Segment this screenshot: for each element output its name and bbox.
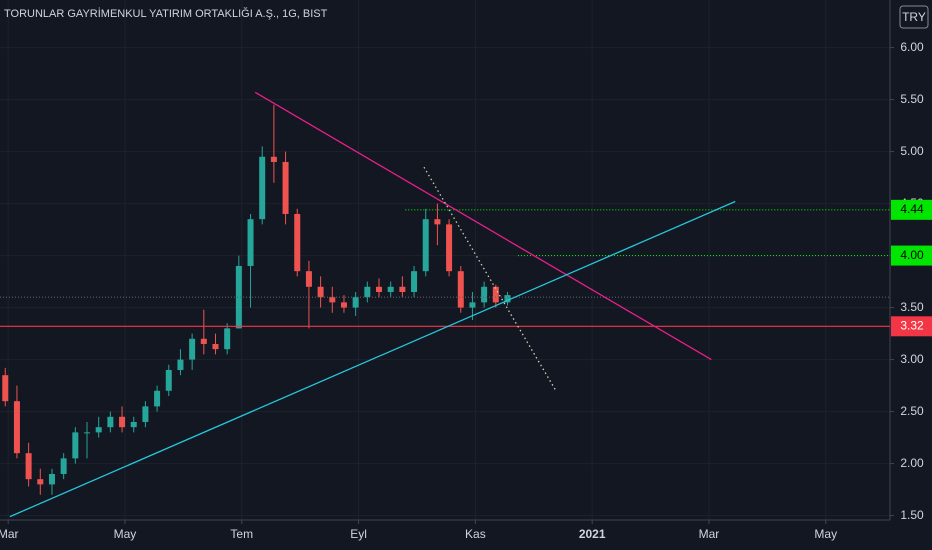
- x-tick-label: Mar: [699, 527, 720, 541]
- trend-line: [423, 166, 557, 392]
- candle-body: [142, 406, 149, 422]
- candle-body: [154, 390, 161, 407]
- candle-body: [48, 473, 55, 485]
- y-tick-label: 1.50: [900, 508, 924, 522]
- candle-body: [492, 286, 499, 303]
- y-tick-label: 3.50: [900, 300, 924, 314]
- candle-body: [340, 302, 347, 308]
- candle-body: [25, 453, 32, 480]
- y-tick-label: 3.00: [900, 352, 924, 366]
- candle-body: [13, 401, 20, 454]
- candle-body: [457, 271, 464, 308]
- candle-body: [317, 286, 324, 298]
- currency-label[interactable]: TRY: [902, 10, 926, 24]
- candle-body: [282, 161, 289, 214]
- candle-body: [446, 224, 453, 272]
- candle-body: [165, 369, 172, 391]
- candle-body: [247, 219, 254, 266]
- x-tick-label: Kas: [465, 527, 486, 541]
- candle-body: [504, 295, 511, 303]
- x-tick-label: May: [114, 527, 137, 541]
- price-level-badge: [891, 199, 932, 220]
- chart-title: TORUNLAR GAYRİMENKUL YATIRIM ORTAKLIĞI A…: [4, 7, 328, 20]
- candle-body: [305, 271, 312, 287]
- x-tick-label: 2021: [579, 527, 606, 541]
- candle-body: [329, 297, 336, 303]
- x-tick-label: Eyl: [350, 527, 367, 541]
- x-tick-label: Tem: [230, 527, 253, 541]
- y-tick-label: 5.00: [900, 144, 924, 158]
- candle-body: [130, 421, 137, 428]
- candle-body: [37, 479, 44, 485]
- candle-body: [469, 302, 476, 308]
- candle-body: [434, 219, 441, 225]
- candle-body: [235, 265, 242, 329]
- candle-body: [189, 338, 196, 360]
- candle-body: [422, 219, 429, 272]
- price-level-badge: [891, 245, 932, 266]
- trend-line: [9, 200, 736, 518]
- candle-body: [364, 286, 371, 298]
- candle-body: [399, 286, 406, 292]
- currency-button[interactable]: [899, 5, 929, 29]
- candle-body: [119, 416, 126, 428]
- trend-line: [254, 91, 712, 361]
- candle-body: [411, 271, 418, 292]
- candle-body: [84, 432, 91, 434]
- y-tick-label: 6.00: [900, 40, 924, 54]
- y-tick-label: 5.50: [900, 92, 924, 106]
- y-tick-label: 2.50: [900, 404, 924, 418]
- candle-body: [95, 427, 102, 433]
- candle-body: [270, 156, 277, 162]
- candle-body: [352, 297, 359, 308]
- candle-body: [2, 375, 9, 402]
- price-level-label: 3.32: [900, 318, 924, 332]
- candle-body: [224, 328, 231, 350]
- candle-body: [107, 416, 114, 428]
- price-level-badge: [891, 316, 932, 337]
- candle-body: [72, 432, 79, 459]
- price-level-label: 4.44: [900, 202, 924, 216]
- x-tick-label: Mar: [0, 527, 19, 541]
- candle-body: [376, 286, 383, 292]
- price-level-label: 4.00: [900, 248, 924, 262]
- candle-body: [60, 458, 67, 474]
- candle-body: [294, 213, 301, 272]
- y-tick-label: 2.00: [900, 456, 924, 470]
- candle-body: [212, 343, 219, 350]
- candle-body: [481, 286, 488, 303]
- x-tick-label: May: [814, 527, 837, 541]
- candle-body: [387, 286, 394, 292]
- candle-body: [259, 156, 266, 220]
- candle-body: [177, 359, 184, 370]
- candle-body: [200, 338, 207, 344]
